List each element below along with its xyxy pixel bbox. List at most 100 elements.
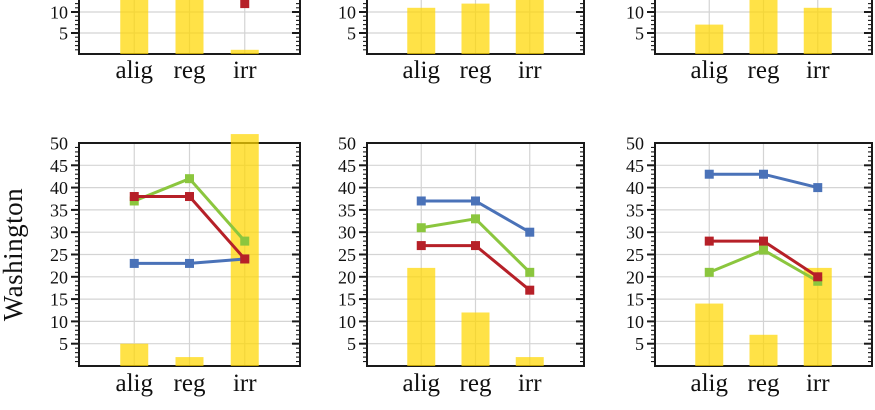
- svg-text:alig: alig: [116, 370, 154, 397]
- svg-text:irr: irr: [806, 370, 830, 397]
- marker-blue-reg: [471, 196, 480, 206]
- bar-reg: [175, 357, 204, 366]
- svg-text:alig: alig: [691, 370, 729, 397]
- bars: [407, 0, 544, 54]
- svg-text:50: 50: [50, 134, 68, 154]
- bar-irr: [803, 7, 832, 54]
- y-ticks: [71, 146, 300, 363]
- svg-text:40: 40: [50, 178, 68, 198]
- bar-reg: [749, 0, 778, 54]
- marker-blue-alig: [416, 196, 426, 206]
- y-ticks: [359, 3, 584, 51]
- y-tick-labels: 510: [338, 3, 356, 44]
- bars: [120, 134, 259, 366]
- series-red: [240, 0, 250, 9]
- svg-text:25: 25: [626, 245, 644, 265]
- marker-red-irr: [240, 0, 250, 9]
- series-red: [416, 241, 535, 295]
- svg-text:irr: irr: [233, 57, 257, 84]
- bar-reg: [461, 312, 490, 366]
- svg-text:20: 20: [338, 267, 356, 287]
- marker-red-reg: [185, 192, 194, 202]
- bar-alig: [695, 24, 724, 54]
- svg-text:45: 45: [50, 156, 68, 176]
- marker-red-alig: [416, 241, 426, 251]
- bar-irr: [230, 49, 259, 54]
- svg-text:15: 15: [50, 290, 68, 310]
- svg-text:15: 15: [626, 290, 644, 310]
- marker-blue-reg: [759, 169, 768, 179]
- svg-text:reg: reg: [460, 370, 492, 397]
- bar-reg: [461, 3, 490, 54]
- x-category-labels: alig reg irr: [691, 57, 831, 84]
- svg-text:50: 50: [338, 134, 356, 154]
- bar-irr: [515, 0, 544, 54]
- svg-text:35: 35: [338, 200, 356, 220]
- bar-alig: [120, 343, 149, 366]
- y-tick-labels: 510: [50, 3, 68, 44]
- svg-text:10: 10: [338, 3, 356, 23]
- marker-green-alig: [704, 267, 714, 277]
- svg-text:10: 10: [338, 312, 356, 332]
- marker-blue-irr: [813, 183, 823, 193]
- svg-text:45: 45: [338, 156, 356, 176]
- svg-text:25: 25: [50, 245, 68, 265]
- chart-svg-top-middle: 510 alig reg irr: [338, 0, 585, 84]
- chart-top-right: 5 10 alig reg irr: [583, 0, 875, 88]
- y-tick-labels: 510: [626, 3, 644, 44]
- bars: [407, 267, 544, 366]
- chart-top-middle: 5 10 alig reg irr: [295, 0, 596, 88]
- svg-text:5: 5: [635, 24, 644, 44]
- marker-green-reg: [471, 214, 480, 224]
- svg-text:reg: reg: [748, 57, 780, 84]
- chart-bottom-middle: 5 10 15 20 25 30 35 40 45 50 alig reg irr: [295, 123, 596, 410]
- x-category-labels: alig reg irr: [116, 57, 258, 84]
- svg-text:20: 20: [50, 267, 68, 287]
- bar-alig: [407, 7, 436, 54]
- marker-red-irr: [525, 285, 535, 295]
- bar-reg: [175, 0, 204, 54]
- svg-text:reg: reg: [748, 370, 780, 397]
- bars: [120, 0, 259, 54]
- svg-text:45: 45: [626, 156, 644, 176]
- svg-text:30: 30: [338, 223, 356, 243]
- svg-text:35: 35: [50, 200, 68, 220]
- svg-text:40: 40: [338, 178, 356, 198]
- svg-text:irr: irr: [518, 57, 542, 84]
- svg-text:10: 10: [50, 3, 68, 23]
- marker-green-irr: [525, 267, 535, 277]
- svg-text:20: 20: [626, 267, 644, 287]
- svg-text:10: 10: [626, 312, 644, 332]
- svg-text:irr: irr: [806, 57, 830, 84]
- bar-alig: [695, 303, 724, 366]
- x-category-labels: alig reg irr: [691, 370, 831, 397]
- marker-red-reg: [759, 236, 768, 246]
- svg-text:30: 30: [50, 223, 68, 243]
- bar-alig: [120, 0, 149, 54]
- y-ticks: [359, 146, 584, 363]
- marker-red-irr: [240, 254, 250, 264]
- svg-text:alig: alig: [116, 57, 154, 84]
- marker-green-reg: [759, 245, 768, 255]
- series-blue: [416, 196, 535, 237]
- marker-green-irr: [240, 236, 250, 246]
- chart-bottom-right: 5 10 15 20 25 30 35 40 45 50 alig reg irr: [583, 123, 875, 410]
- bar-reg: [749, 334, 778, 366]
- svg-text:10: 10: [50, 312, 68, 332]
- x-category-labels: alig reg irr: [403, 57, 543, 84]
- marker-blue-reg: [185, 258, 194, 268]
- bars: [695, 0, 832, 54]
- svg-text:25: 25: [338, 245, 356, 265]
- y-ticks: [71, 3, 300, 51]
- svg-text:50: 50: [626, 134, 644, 154]
- marker-red-reg: [471, 241, 480, 251]
- marker-blue-irr: [525, 227, 535, 237]
- bar-irr: [515, 357, 544, 366]
- marker-green-alig: [416, 223, 426, 233]
